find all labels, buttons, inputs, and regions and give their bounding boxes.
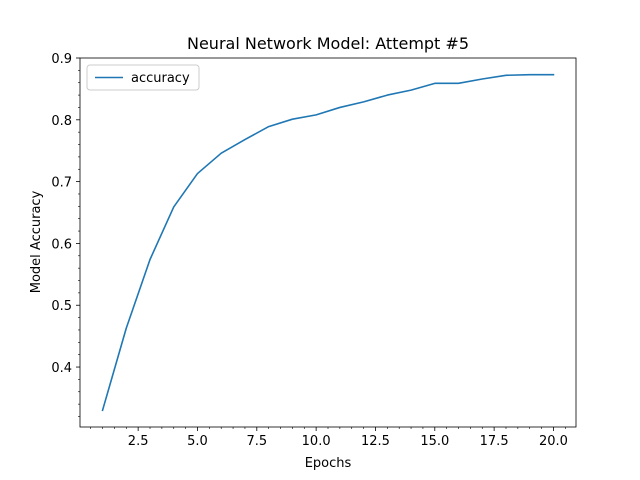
x-tick-label: 5.0 — [187, 434, 208, 449]
x-tick-label: 10.0 — [302, 434, 331, 449]
y-tick-label: 0.7 — [51, 176, 72, 191]
x-axis-title: Epochs — [305, 456, 352, 471]
y-tick-label: 0.6 — [51, 237, 72, 252]
y-tick-label: 0.8 — [51, 114, 72, 129]
axes-frame — [79, 57, 577, 428]
y-tick-label: 0.9 — [51, 52, 72, 67]
x-tick-label: 2.5 — [128, 434, 149, 449]
x-tick-label: 12.5 — [361, 434, 390, 449]
plot-area: 2.5 5.0 7.5 10.0 12.5 15.0 17.5 20.0 0.4 0.5 0.6 0.… — [51, 52, 577, 449]
series-line-accuracy — [101, 73, 555, 412]
chart-title: Neural Network Model: Attempt #5 — [187, 34, 469, 53]
y-axis-title: Model Accuracy — [29, 190, 44, 293]
legend-box — [86, 64, 200, 91]
y-tick-label: 0.4 — [51, 361, 72, 376]
y-tick-label: 0.5 — [51, 299, 72, 314]
x-tick-label: 20.0 — [539, 434, 568, 449]
x-tick-label: 17.5 — [480, 434, 509, 449]
x-tick-label: 15.0 — [420, 434, 449, 449]
legend-label: accuracy — [131, 71, 190, 86]
x-tick-label: 7.5 — [246, 434, 267, 449]
